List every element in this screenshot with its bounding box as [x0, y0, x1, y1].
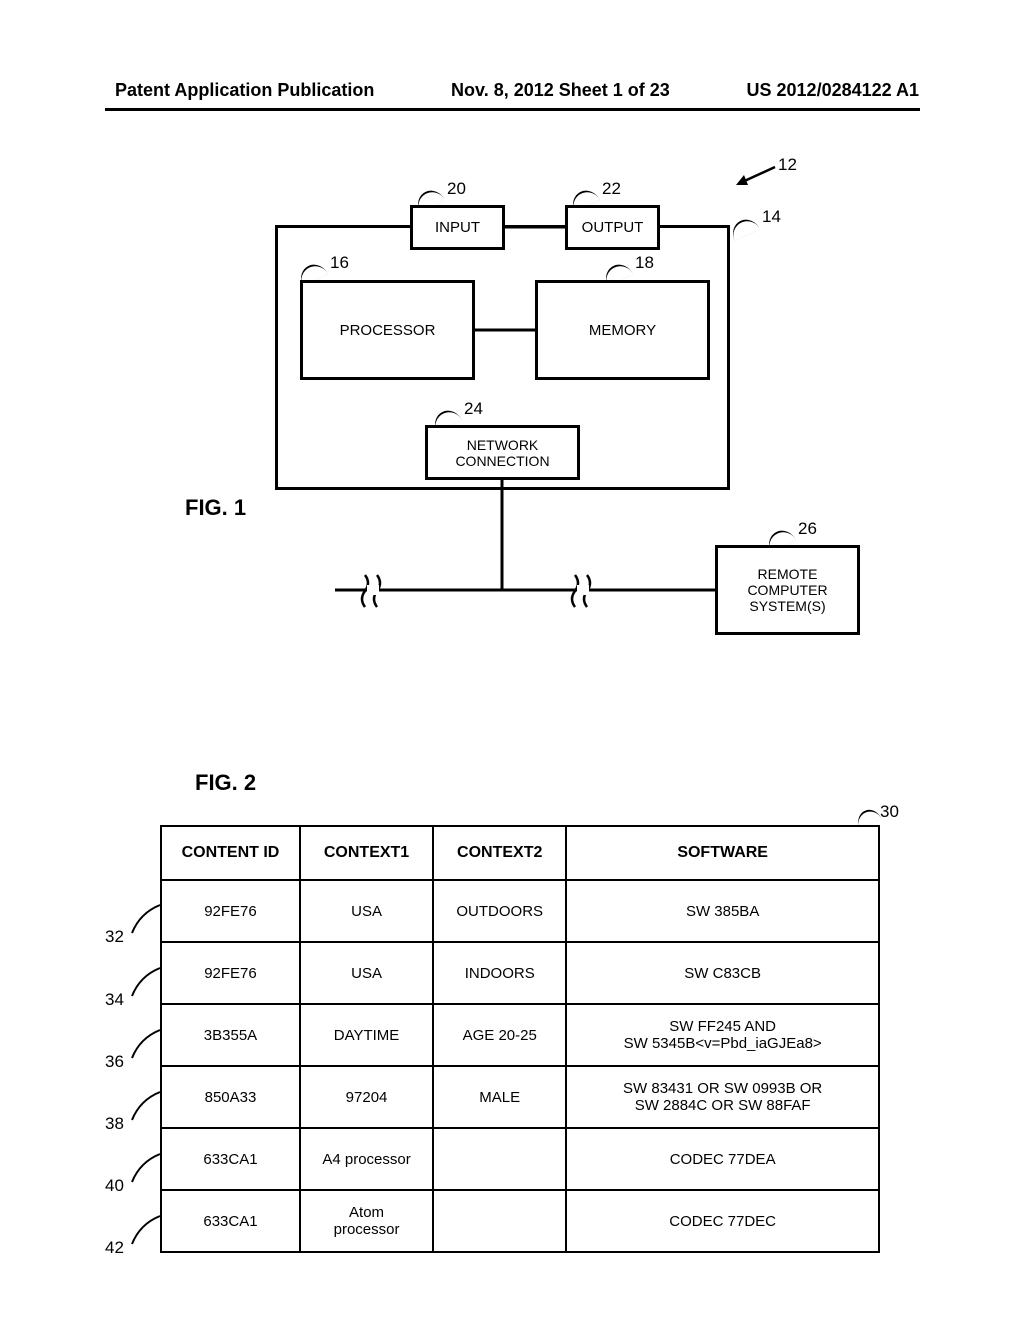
table-body: 92FE76 USA OUTDOORS SW 385BA 92FE76 USA … [161, 880, 879, 1252]
cell: 92FE76 [161, 942, 300, 1004]
table-header-row: CONTENT ID CONTEXT1 CONTEXT2 SOFTWARE [161, 826, 879, 880]
box-network: NETWORK CONNECTION [425, 425, 580, 480]
cell: SW C83CB [566, 942, 879, 1004]
page-header: Patent Application Publication Nov. 8, 2… [0, 80, 1024, 101]
cell: 633CA1 [161, 1190, 300, 1252]
ref-24: 24 [464, 399, 483, 419]
box-memory-label: MEMORY [589, 322, 656, 339]
col-content-id: CONTENT ID [161, 826, 300, 880]
row-ref-line-38 [130, 1092, 160, 1122]
cell: SW 385BA [566, 880, 879, 942]
table-row: 633CA1 A4 processor CODEC 77DEA [161, 1128, 879, 1190]
row-ref-line-34 [130, 968, 160, 998]
col-software: SOFTWARE [566, 826, 879, 880]
box-input-label: INPUT [435, 219, 480, 236]
cell: CODEC 77DEA [566, 1128, 879, 1190]
cell: MALE [433, 1066, 566, 1128]
box-remote: REMOTE COMPUTER SYSTEM(S) [715, 545, 860, 635]
box-network-label: NETWORK CONNECTION [455, 437, 549, 469]
row-ref-line-36 [130, 1030, 160, 1060]
row-ref-38: 38 [105, 1114, 124, 1134]
ref-12: 12 [778, 155, 797, 175]
box-input: INPUT [410, 205, 505, 250]
cell: DAYTIME [300, 1004, 433, 1066]
cell [433, 1190, 566, 1252]
cell: 3B355A [161, 1004, 300, 1066]
cell: Atom processor [300, 1190, 433, 1252]
cell: 633CA1 [161, 1128, 300, 1190]
header-right: US 2012/0284122 A1 [747, 80, 919, 101]
ref-22: 22 [602, 179, 621, 199]
row-ref-34: 34 [105, 990, 124, 1010]
figure-1: FIG. 1 INPUT OUTPUT PROCESSOR MEMORY NET… [170, 165, 920, 665]
row-ref-32: 32 [105, 927, 124, 947]
cell: 850A33 [161, 1066, 300, 1128]
box-processor-label: PROCESSOR [340, 322, 436, 339]
cell: SW FF245 AND SW 5345B<v=Pbd_iaGJEa8> [566, 1004, 879, 1066]
box-processor: PROCESSOR [300, 280, 475, 380]
row-ref-36: 36 [105, 1052, 124, 1072]
row-ref-line-32 [130, 905, 160, 935]
header-rule [105, 108, 920, 111]
col-context2: CONTEXT2 [433, 826, 566, 880]
cell: OUTDOORS [433, 880, 566, 942]
cell: INDOORS [433, 942, 566, 1004]
box-memory: MEMORY [535, 280, 710, 380]
row-ref-42: 42 [105, 1238, 124, 1258]
table-row: 3B355A DAYTIME AGE 20-25 SW FF245 AND SW… [161, 1004, 879, 1066]
cell: 92FE76 [161, 880, 300, 942]
row-ref-40: 40 [105, 1176, 124, 1196]
row-ref-line-40 [130, 1154, 160, 1184]
box-remote-label: REMOTE COMPUTER SYSTEM(S) [747, 566, 827, 614]
cell: 97204 [300, 1066, 433, 1128]
ref-16: 16 [330, 253, 349, 273]
box-output-label: OUTPUT [582, 219, 644, 236]
box-output: OUTPUT [565, 205, 660, 250]
cell: A4 processor [300, 1128, 433, 1190]
ref-18: 18 [635, 253, 654, 273]
header-center: Nov. 8, 2012 Sheet 1 of 23 [451, 80, 670, 101]
table-row: 633CA1 Atom processor CODEC 77DEC [161, 1190, 879, 1252]
ref-14-arc [728, 215, 760, 241]
fig1-caption: FIG. 1 [185, 495, 246, 521]
ref-14: 14 [762, 207, 781, 227]
table-row: 92FE76 USA OUTDOORS SW 385BA [161, 880, 879, 942]
cell: USA [300, 942, 433, 1004]
cell: CODEC 77DEC [566, 1190, 879, 1252]
cell [433, 1128, 566, 1190]
table-row: 92FE76 USA INDOORS SW C83CB [161, 942, 879, 1004]
cell: USA [300, 880, 433, 942]
ref-30: 30 [880, 802, 899, 822]
fig2-table-wrap: CONTENT ID CONTEXT1 CONTEXT2 SOFTWARE 92… [160, 825, 880, 1253]
ref-20: 20 [447, 179, 466, 199]
cell: AGE 20-25 [433, 1004, 566, 1066]
col-context1: CONTEXT1 [300, 826, 433, 880]
cell: SW 83431 OR SW 0993B OR SW 2884C OR SW 8… [566, 1066, 879, 1128]
fig2-table: CONTENT ID CONTEXT1 CONTEXT2 SOFTWARE 92… [160, 825, 880, 1253]
ref-26: 26 [798, 519, 817, 539]
header-left: Patent Application Publication [115, 80, 374, 101]
fig2-caption: FIG. 2 [195, 770, 256, 796]
table-row: 850A33 97204 MALE SW 83431 OR SW 0993B O… [161, 1066, 879, 1128]
row-ref-line-42 [130, 1216, 160, 1246]
